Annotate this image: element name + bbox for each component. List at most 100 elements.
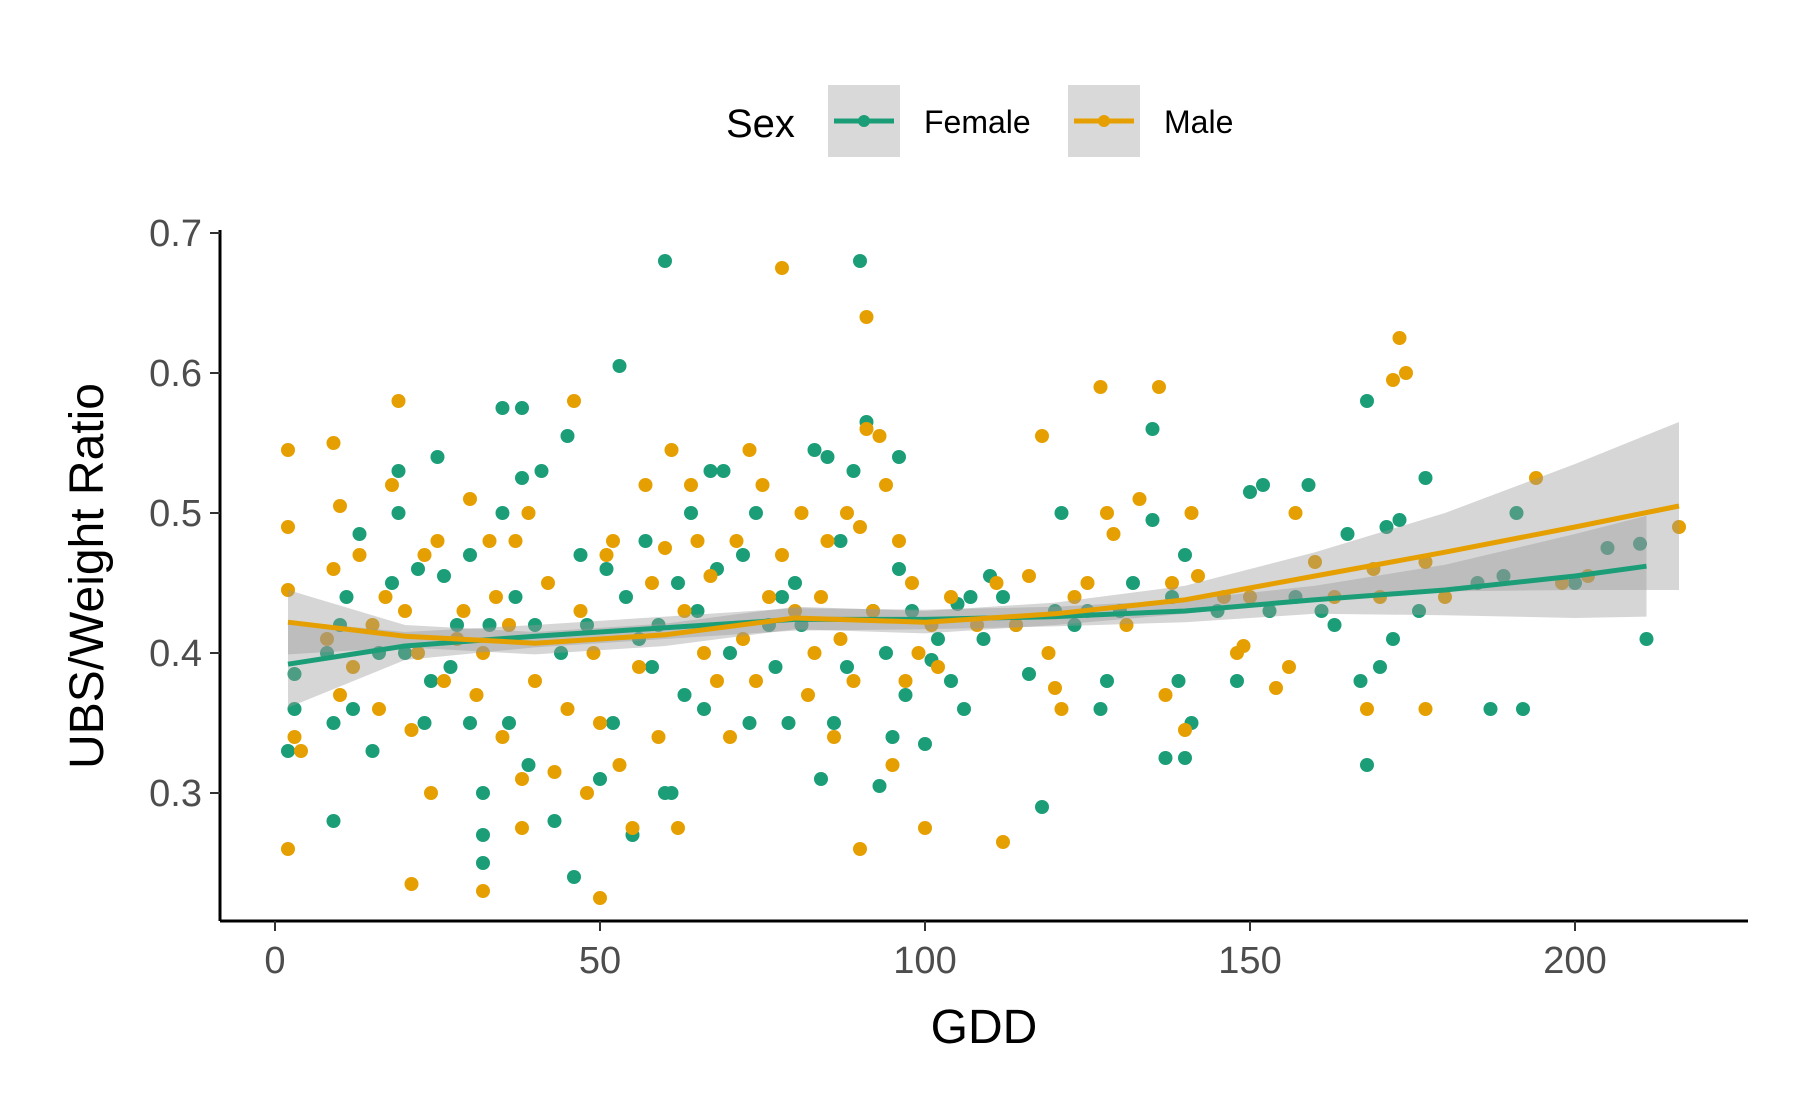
point-female	[1386, 632, 1400, 646]
point-male	[859, 310, 874, 324]
point-female	[573, 548, 588, 562]
point-female	[931, 632, 945, 646]
point-male	[898, 674, 913, 688]
point-male	[827, 730, 841, 744]
point-female	[547, 814, 562, 828]
point-female	[482, 618, 497, 632]
point-female	[476, 828, 490, 842]
point-male	[820, 534, 835, 548]
point-female	[885, 730, 900, 744]
point-female	[1600, 541, 1615, 555]
point-female	[1392, 513, 1407, 527]
point-female	[749, 506, 763, 520]
point-male	[456, 604, 471, 618]
point-male	[1308, 555, 1322, 569]
point-female	[339, 590, 354, 604]
point-female	[1230, 674, 1244, 688]
point-female	[443, 660, 458, 674]
point-female	[963, 590, 978, 604]
point-male	[1080, 576, 1095, 590]
y-tick-label: 0.6	[149, 353, 202, 395]
point-male	[372, 702, 386, 716]
point-male	[391, 394, 406, 408]
point-female	[476, 856, 490, 870]
point-female	[1516, 702, 1530, 716]
point-female	[820, 450, 835, 464]
point-female	[658, 254, 672, 268]
point-female	[892, 562, 906, 576]
point-female	[1145, 513, 1160, 527]
point-male	[482, 534, 497, 548]
point-male	[281, 583, 295, 597]
point-male	[463, 492, 477, 506]
point-female	[1639, 632, 1654, 646]
point-male	[1009, 618, 1023, 632]
point-female	[775, 590, 789, 604]
point-male	[1165, 576, 1179, 590]
point-male	[333, 499, 347, 513]
point-male	[723, 730, 737, 744]
point-male	[1100, 506, 1114, 520]
point-male	[859, 422, 874, 436]
trend-line-male	[287, 503, 1680, 646]
point-male	[671, 821, 685, 835]
point-male	[905, 576, 919, 590]
point-male	[853, 842, 867, 856]
point-female	[905, 604, 919, 618]
point-male	[1035, 429, 1049, 443]
point-female	[827, 716, 841, 730]
point-female	[1262, 604, 1277, 618]
point-male	[690, 534, 705, 548]
y-tick-label: 0.7	[149, 213, 202, 255]
confidence-band-female	[288, 515, 1647, 708]
point-female	[1100, 674, 1114, 688]
point-female	[437, 569, 451, 583]
point-female	[690, 604, 705, 618]
point-male	[320, 632, 334, 646]
point-female	[1412, 604, 1426, 618]
point-female	[1035, 800, 1049, 814]
point-female	[326, 716, 341, 730]
x-tick-label: 150	[1218, 940, 1281, 982]
point-female	[814, 772, 828, 786]
point-male	[853, 520, 867, 534]
point-male	[1392, 331, 1407, 345]
point-male	[281, 520, 295, 534]
point-male	[911, 646, 926, 660]
point-male	[1132, 492, 1147, 506]
point-female	[424, 674, 438, 688]
point-female	[417, 716, 432, 730]
point-female	[1171, 674, 1186, 688]
point-male	[742, 443, 757, 457]
point-female	[287, 667, 302, 681]
y-axis-ticks: 0.3 0.4 0.5 0.6 0.7	[149, 213, 220, 815]
legend-label-female: Female	[924, 104, 1031, 140]
x-tick-label: 50	[579, 940, 621, 982]
point-female	[346, 702, 360, 716]
point-male	[729, 534, 744, 548]
point-male	[1672, 520, 1686, 534]
point-female	[580, 618, 594, 632]
point-male	[1178, 723, 1192, 737]
point-male	[892, 534, 906, 548]
point-female	[879, 646, 893, 660]
point-male	[866, 604, 880, 618]
point-female	[1093, 702, 1108, 716]
point-male	[541, 576, 555, 590]
point-female	[1340, 527, 1355, 541]
point-male	[794, 506, 809, 520]
point-female	[1418, 471, 1433, 485]
point-male	[710, 674, 724, 688]
point-male	[547, 765, 562, 779]
point-female	[996, 590, 1010, 604]
point-female	[1379, 520, 1394, 534]
point-female	[768, 660, 783, 674]
point-male	[573, 604, 588, 618]
point-male	[567, 394, 581, 408]
point-male	[749, 674, 763, 688]
point-female	[677, 688, 692, 702]
point-female	[508, 590, 523, 604]
point-female	[463, 716, 477, 730]
y-tick-label: 0.4	[149, 633, 202, 675]
point-male	[625, 821, 640, 835]
